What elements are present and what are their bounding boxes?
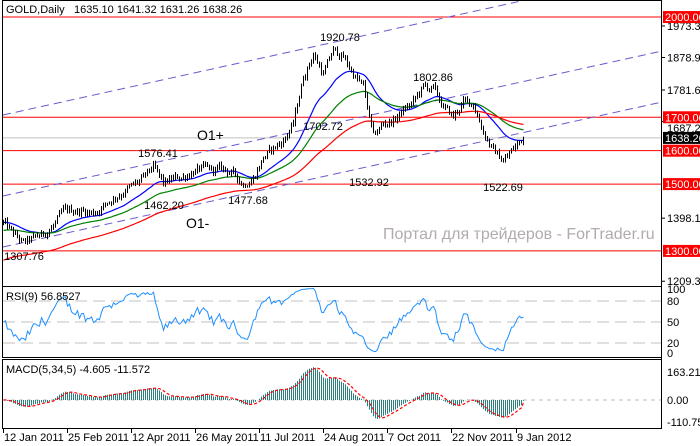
- price-annotation: 1702.72: [303, 121, 343, 133]
- channel-line: [3, 50, 661, 197]
- level-price-label: 1300.00: [665, 246, 700, 258]
- price-annotations: 1920.78 1802.86 1702.72 1576.41 1532.92 1522.…: [4, 32, 523, 263]
- current-price-label: 1638.26: [665, 133, 700, 145]
- macd-indicator: [3, 367, 661, 420]
- time-tick-label: 25 Feb 2011: [68, 432, 129, 444]
- macd-tick-label: 0.00: [667, 395, 688, 407]
- price-annotation: 1802.86: [413, 72, 453, 84]
- price-annotation: 1920.78: [320, 32, 360, 44]
- price-tick-label: 1878.95: [667, 52, 700, 64]
- rsi-tick-label: 0: [667, 348, 673, 360]
- ohlc-bars: [3, 46, 524, 245]
- macd-signal-line: [3, 367, 525, 419]
- text-object-o1-plus: O1+: [197, 127, 224, 143]
- price-annotation: 1532.92: [349, 177, 389, 189]
- watermark: Портал для трейдеров - ForTrader.ru: [383, 226, 655, 243]
- level-price-label: 1700.00: [665, 112, 700, 124]
- price-axis[interactable]: 1973.351878.951781.601687.201398.101209.…: [661, 0, 700, 429]
- level-price-label: 2000.00: [665, 12, 700, 24]
- price-tick-label: 1209.30: [667, 276, 700, 288]
- macd-tick-label: 163.21: [667, 367, 700, 379]
- level-price-badge: [663, 11, 700, 24]
- price-annotation: 1477.68: [228, 195, 268, 207]
- time-tick-label: 22 Nov 2011: [452, 432, 514, 444]
- rsi-tick-label: 100: [667, 284, 685, 296]
- chart-header-ohlc: 1635.10 1641.32 1631.26 1638.26: [74, 4, 242, 16]
- macd-tick-label: -110.751: [667, 417, 700, 429]
- price-annotation: 1307.76: [4, 251, 44, 263]
- trend-channel: [3, 1, 661, 248]
- chart-header-symbol: GOLD,Daily: [6, 4, 65, 16]
- time-tick-label: 24 Aug 2011: [324, 432, 385, 444]
- price-annotation: 1462.20: [144, 200, 184, 212]
- rsi-tick-label: 80: [667, 296, 679, 308]
- rsi-levels: [3, 300, 661, 344]
- level-price-badge: [663, 178, 700, 191]
- time-tick-label: 12 Jan 2011: [4, 432, 64, 444]
- rsi-tick-label: 50: [667, 317, 679, 329]
- time-axis[interactable]: 12 Jan 2011 25 Feb 2011 12 Apr 2011 26 May …: [3, 429, 572, 444]
- time-tick-label: 26 May 2011: [196, 432, 259, 444]
- time-tick-label: 12 Apr 2011: [132, 432, 191, 444]
- moving-averages: [3, 70, 524, 261]
- price-annotation: 1576.41: [138, 148, 178, 160]
- time-tick-label: 11 Jul 2011: [260, 432, 315, 444]
- level-price-badge: [663, 111, 700, 124]
- rsi-label: RSI(9) 56.8527: [6, 291, 81, 303]
- rsi-tick-label: 20: [667, 338, 679, 350]
- time-tick-label: 9 Jan 2012: [517, 432, 571, 444]
- ma-fast-line: [3, 70, 524, 234]
- ma-slow-line: [3, 110, 524, 261]
- text-object-o1-minus: O1-: [186, 215, 210, 231]
- price-annotation: 1522.69: [483, 182, 523, 194]
- level-price-badge: [663, 144, 700, 157]
- current-price-badge: [663, 131, 700, 144]
- rsi-line: [3, 287, 524, 353]
- rsi-indicator: [3, 287, 524, 353]
- level-price-badge: [663, 244, 700, 257]
- level-price-label: 1500.00: [665, 179, 700, 191]
- price-tick-label: 1973.35: [667, 21, 700, 33]
- price-tick-label: 1781.60: [667, 85, 700, 97]
- horizontal-levels: [3, 16, 661, 252]
- level-price-label: 1600.00: [665, 146, 700, 158]
- ma-mid-line: [3, 90, 524, 234]
- channel-line: [3, 101, 661, 248]
- macd-label: MACD(5,34,5) -4.605 -11.572: [6, 364, 150, 376]
- macd-axis: 163.21 0.00 -110.751: [667, 367, 700, 429]
- time-tick-label: 7 Oct 2011: [388, 432, 441, 444]
- price-tick-label: 1398.10: [667, 213, 700, 225]
